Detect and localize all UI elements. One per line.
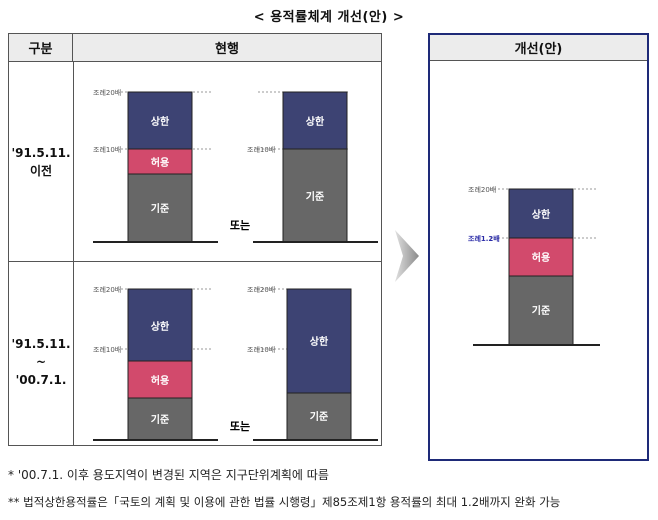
period-row-1: '91.5.11. 이전 bbox=[9, 144, 73, 180]
allowed-block bbox=[508, 237, 574, 277]
period-row-2: '91.5.11. ~ '00.7.1. bbox=[9, 335, 73, 389]
or-label: 또는 bbox=[230, 219, 250, 232]
period-line: '91.5.11. bbox=[11, 337, 71, 351]
row2-diagrams: 조례20배 조례10배 상한 허용 기준 또는 조례20배 조례10배 상한 기… bbox=[93, 285, 378, 441]
period-line: '91.5.11. bbox=[11, 146, 71, 160]
ordinance-20x-label: 조례20배 bbox=[93, 285, 121, 294]
ordinance-10x-label: 조례10배 bbox=[247, 145, 275, 154]
upper-block bbox=[127, 288, 193, 362]
column-divider bbox=[73, 62, 74, 445]
base-block bbox=[282, 148, 348, 243]
base-block bbox=[508, 275, 574, 346]
footnote-1: * '00.7.1. 이후 용도지역이 변경된 지역은 지구단위계획에 따름 bbox=[8, 468, 329, 482]
ordinance-10x-label: 조례10배 bbox=[93, 145, 121, 154]
ordinance-10x-label: 조례10배 bbox=[247, 345, 275, 354]
footnote-2: ** 법적상한용적률은「국토의 계획 및 이용에 관한 법률 시행령」제85조제… bbox=[8, 495, 561, 509]
upper-block bbox=[127, 91, 193, 150]
period-line: 이전 bbox=[29, 164, 53, 178]
improved-diagram: 조례20배 조례1.2배 상한 허용 기준 bbox=[468, 185, 600, 346]
row-divider bbox=[9, 261, 381, 262]
base-block bbox=[286, 392, 352, 441]
base-label: 기준 bbox=[532, 304, 550, 317]
allowed-label: 허용 bbox=[151, 156, 169, 169]
header-gubun: 구분 bbox=[9, 34, 73, 62]
ordinance-20x-label: 조례20배 bbox=[468, 185, 496, 194]
base-label: 기준 bbox=[151, 413, 169, 426]
upper-label: 상한 bbox=[532, 208, 551, 221]
base-label: 기준 bbox=[151, 202, 169, 215]
period-line: '00.7.1. bbox=[15, 373, 67, 387]
or-label: 또는 bbox=[230, 420, 250, 433]
ordinance-20x-label: 조례20배 bbox=[93, 88, 121, 97]
upper-label: 상한 bbox=[151, 320, 170, 333]
transition-arrow-icon bbox=[395, 230, 419, 282]
improved-header: 개선(안) bbox=[430, 35, 647, 61]
current-system-table: 구분 현행 '91.5.11. 이전 '91.5.11. ~ '00.7.1. … bbox=[8, 33, 382, 446]
base-label: 기준 bbox=[306, 190, 324, 203]
upper-block bbox=[286, 288, 352, 394]
base-block bbox=[127, 173, 193, 243]
row1-diagrams: 조례20배 조례10배 상한 허용 기준 또는 조례10배 상한 기준 bbox=[93, 88, 378, 243]
upper-label: 상한 bbox=[151, 115, 170, 128]
header-current: 현행 bbox=[73, 34, 381, 62]
upper-label: 상한 bbox=[310, 335, 329, 348]
allowed-block bbox=[127, 148, 193, 175]
allowed-label: 허용 bbox=[151, 374, 169, 387]
upper-label: 상한 bbox=[306, 115, 325, 128]
upper-block bbox=[508, 188, 574, 239]
ordinance-10x-label: 조례10배 bbox=[93, 345, 121, 354]
allowed-label: 허용 bbox=[532, 251, 550, 264]
upper-block bbox=[282, 91, 348, 150]
ordinance-12x-label: 조례1.2배 bbox=[468, 234, 500, 243]
allowed-block bbox=[127, 360, 193, 399]
ordinance-20x-label: 조례20배 bbox=[247, 285, 275, 294]
period-line: ~ bbox=[35, 355, 47, 369]
improved-plan-panel: 개선(안) 조례20배 조례1.2배 상한 허용 기준 bbox=[428, 33, 649, 461]
base-block bbox=[127, 397, 193, 441]
base-label: 기준 bbox=[310, 410, 328, 423]
page-title: < 용적률체계 개선(안) > bbox=[253, 10, 405, 25]
